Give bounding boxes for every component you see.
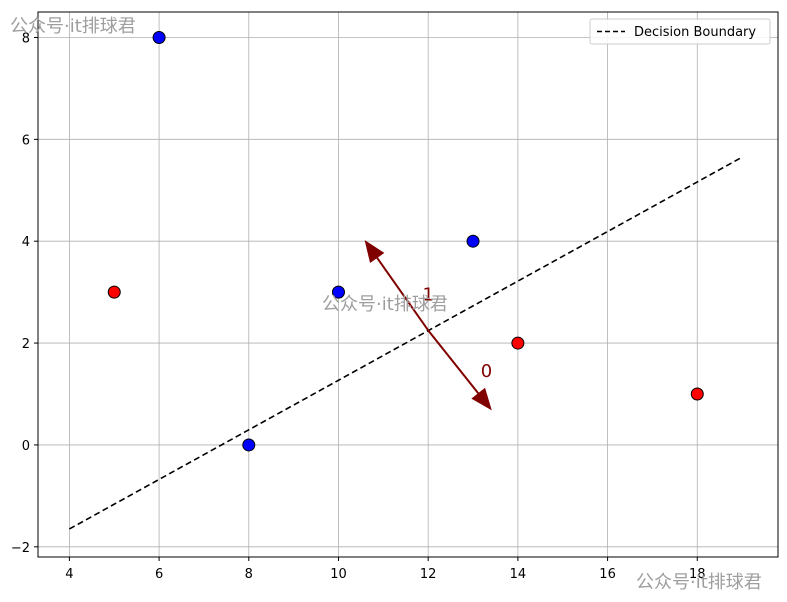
x-tick-label: 8 [245,567,253,582]
direction-arrowhead-icon [364,240,385,263]
watermark-bottom-right: 公众号·it排球君 [636,572,762,593]
x-tick-label: 4 [65,567,73,582]
legend-entry-decision-boundary: Decision Boundary [634,25,756,40]
y-tick-label: 2 [22,337,30,352]
direction-arrow-label: 0 [481,361,492,382]
x-tick-label: 10 [330,567,347,582]
y-tick-label: 0 [22,439,30,454]
watermark-top-left: 公众号·it排球君 [10,16,136,37]
watermarks: 公众号·it排球君 公众号·it排球君 公众号·it排球君 [10,16,762,593]
y-tick-label: 6 [22,133,30,148]
direction-arrows: 10 [364,240,492,411]
legend: Decision Boundary [589,18,771,45]
data-point-class-1 [331,285,345,299]
data-point-class-1 [466,234,480,248]
data-point-class-0 [690,387,704,401]
direction-arrow-shaft [376,256,429,331]
decision-boundary-line [69,156,743,530]
x-tick-label: 18 [689,567,706,582]
y-tick-label: 8 [22,31,30,46]
data-point-class-1 [242,438,256,452]
x-tick-label: 12 [420,567,437,582]
y-tick-label: −2 [11,541,30,556]
direction-arrow-shaft [427,329,480,395]
x-tick-label: 14 [510,567,527,582]
x-tick-label: 6 [155,567,163,582]
data-point-class-1 [152,30,166,44]
data-points [107,30,704,452]
direction-arrow-label: 1 [422,285,433,306]
y-tick-label: 4 [22,235,30,250]
watermark-center: 公众号·it排球君 [322,294,448,315]
grid [38,12,778,557]
data-point-class-0 [107,285,121,299]
x-tick-label: 16 [599,567,616,582]
data-point-class-0 [511,336,525,350]
decision-boundary-layer [69,156,743,530]
legend-box [589,18,771,45]
direction-arrowhead-icon [471,387,492,411]
plot-frame [37,11,779,558]
